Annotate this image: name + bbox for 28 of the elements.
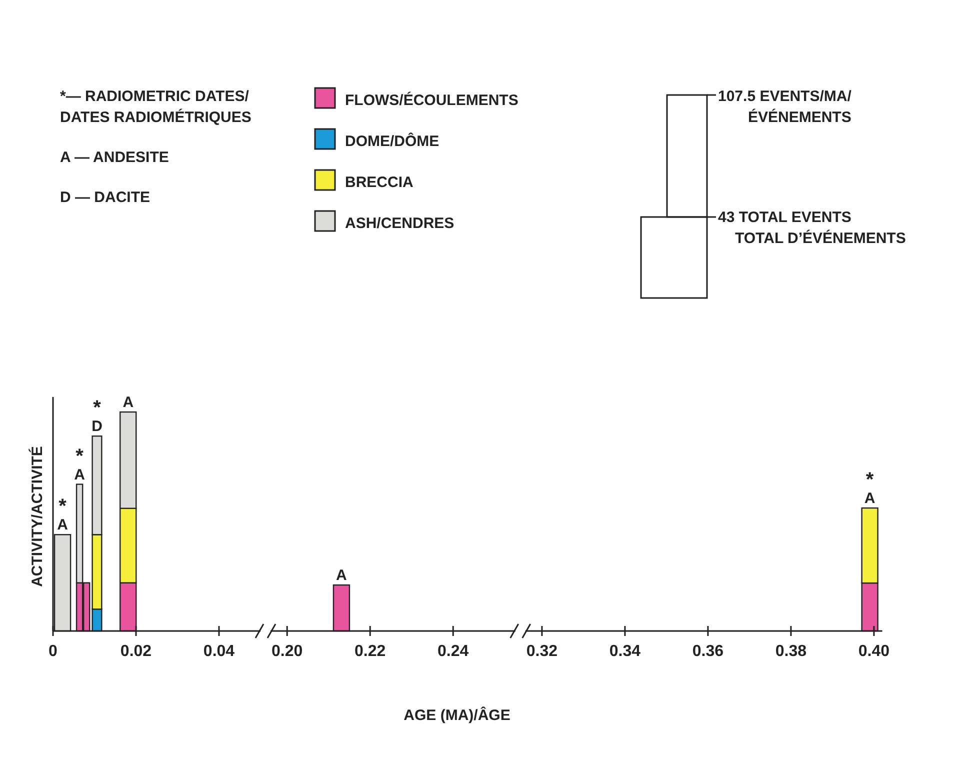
text: A — ANDESITE [60,149,169,166]
annotation: * A [864,469,876,507]
annotation: * A [74,445,86,484]
x-tick-label: 0.02 [120,643,152,660]
legend-label: FLOWS/ÉCOULEMENTS [345,91,518,109]
legend-label: DOME/DÔME [345,132,440,150]
text: D — DACITE [60,189,150,206]
legend-label: BRECCIA [345,174,414,191]
x-tick-label: 0.38 [775,643,807,660]
x-axis-title: AGE (MA)/ÂGE [404,706,510,724]
text: *— RADIOMETRIC DATES/ DATES RADIOMÉTRIQUES [60,88,252,126]
x-tick-label: 0.20 [272,643,303,660]
annotation: A [122,394,134,411]
text: 107.5 EVENTS/MA/ ÉVÉNEMENTS [718,88,852,126]
x-tick-label: 0.36 [692,643,724,660]
x-tick-label: 0.32 [526,643,558,660]
x-tick-label: 0.34 [609,643,641,660]
annotation: * A [57,496,68,534]
x-tick-label: 0.40 [858,643,890,660]
text: 43 TOTAL EVENTS TOTAL D’ÉVÉNEMENTS [718,209,906,247]
x-tick-label: 0.24 [438,643,469,660]
x-tick-label: 0 [48,643,58,660]
legend-label: ASH/CENDRES [345,215,454,232]
y-axis-title: ACTIVITY/ACTIVITÉ [28,446,46,587]
x-tick-label: 0.04 [203,643,235,660]
annotation: * D [92,397,103,436]
annotation: A [336,567,348,584]
x-tick-label: 0.22 [354,643,386,660]
